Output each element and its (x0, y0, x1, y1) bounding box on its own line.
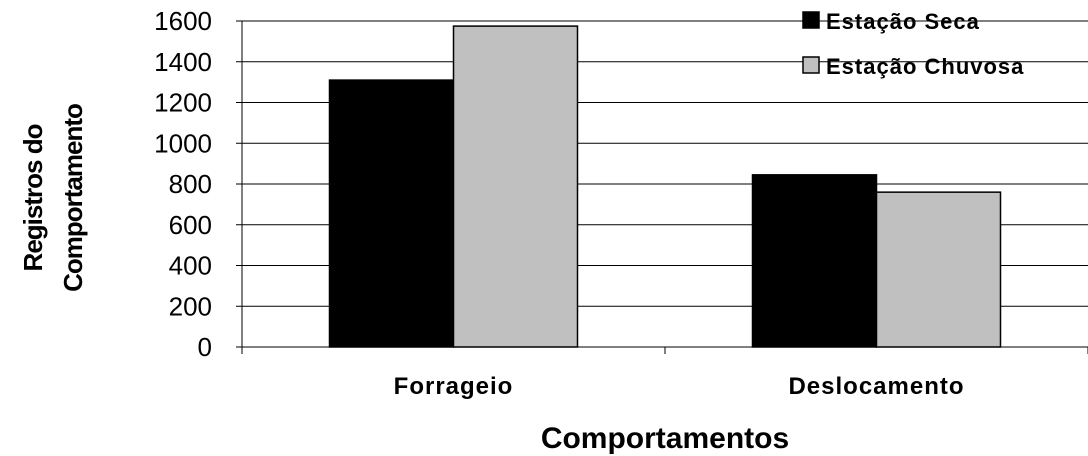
bar-chuvosa (875, 191, 1002, 348)
y-tick-label: 200 (169, 291, 212, 321)
y-tick-label: 1000 (154, 128, 212, 158)
y-tick-label: 800 (169, 169, 212, 199)
y-tick-label: 1400 (154, 47, 212, 77)
axes (236, 20, 1088, 354)
x-category-label: Deslocamento (788, 373, 964, 400)
y-tick-label: 400 (169, 251, 212, 281)
x-axis-title: Comportamentos (541, 422, 789, 455)
x-category-labels: Forrageio Deslocamento (394, 373, 964, 400)
legend-swatch-chuvosa (802, 56, 820, 74)
bar-seca (751, 174, 878, 348)
y-axis-title: Registros do Comportamento (18, 104, 88, 292)
legend-swatch-seca (802, 11, 820, 29)
y-tick-label: 1200 (154, 88, 212, 118)
legend: Estação Seca Estação Chuvosa (802, 9, 1024, 79)
y-axis-title-line-1: Registros do (18, 124, 48, 271)
bars (328, 25, 1002, 348)
y-tick-label: 0 (198, 332, 212, 362)
legend-label-seca: Estação Seca (826, 9, 980, 34)
legend-label-chuvosa: Estação Chuvosa (826, 54, 1024, 79)
y-tick-label: 1600 (154, 6, 212, 36)
x-category-label: Forrageio (394, 373, 514, 400)
y-tick-label: 600 (169, 210, 212, 240)
bar-seca (328, 79, 455, 348)
y-axis-title-line-2: Comportamento (58, 104, 88, 292)
bar-chuvosa (452, 25, 579, 348)
y-tick-labels: 0 200 400 600 800 1000 1200 1400 1600 (154, 6, 212, 362)
